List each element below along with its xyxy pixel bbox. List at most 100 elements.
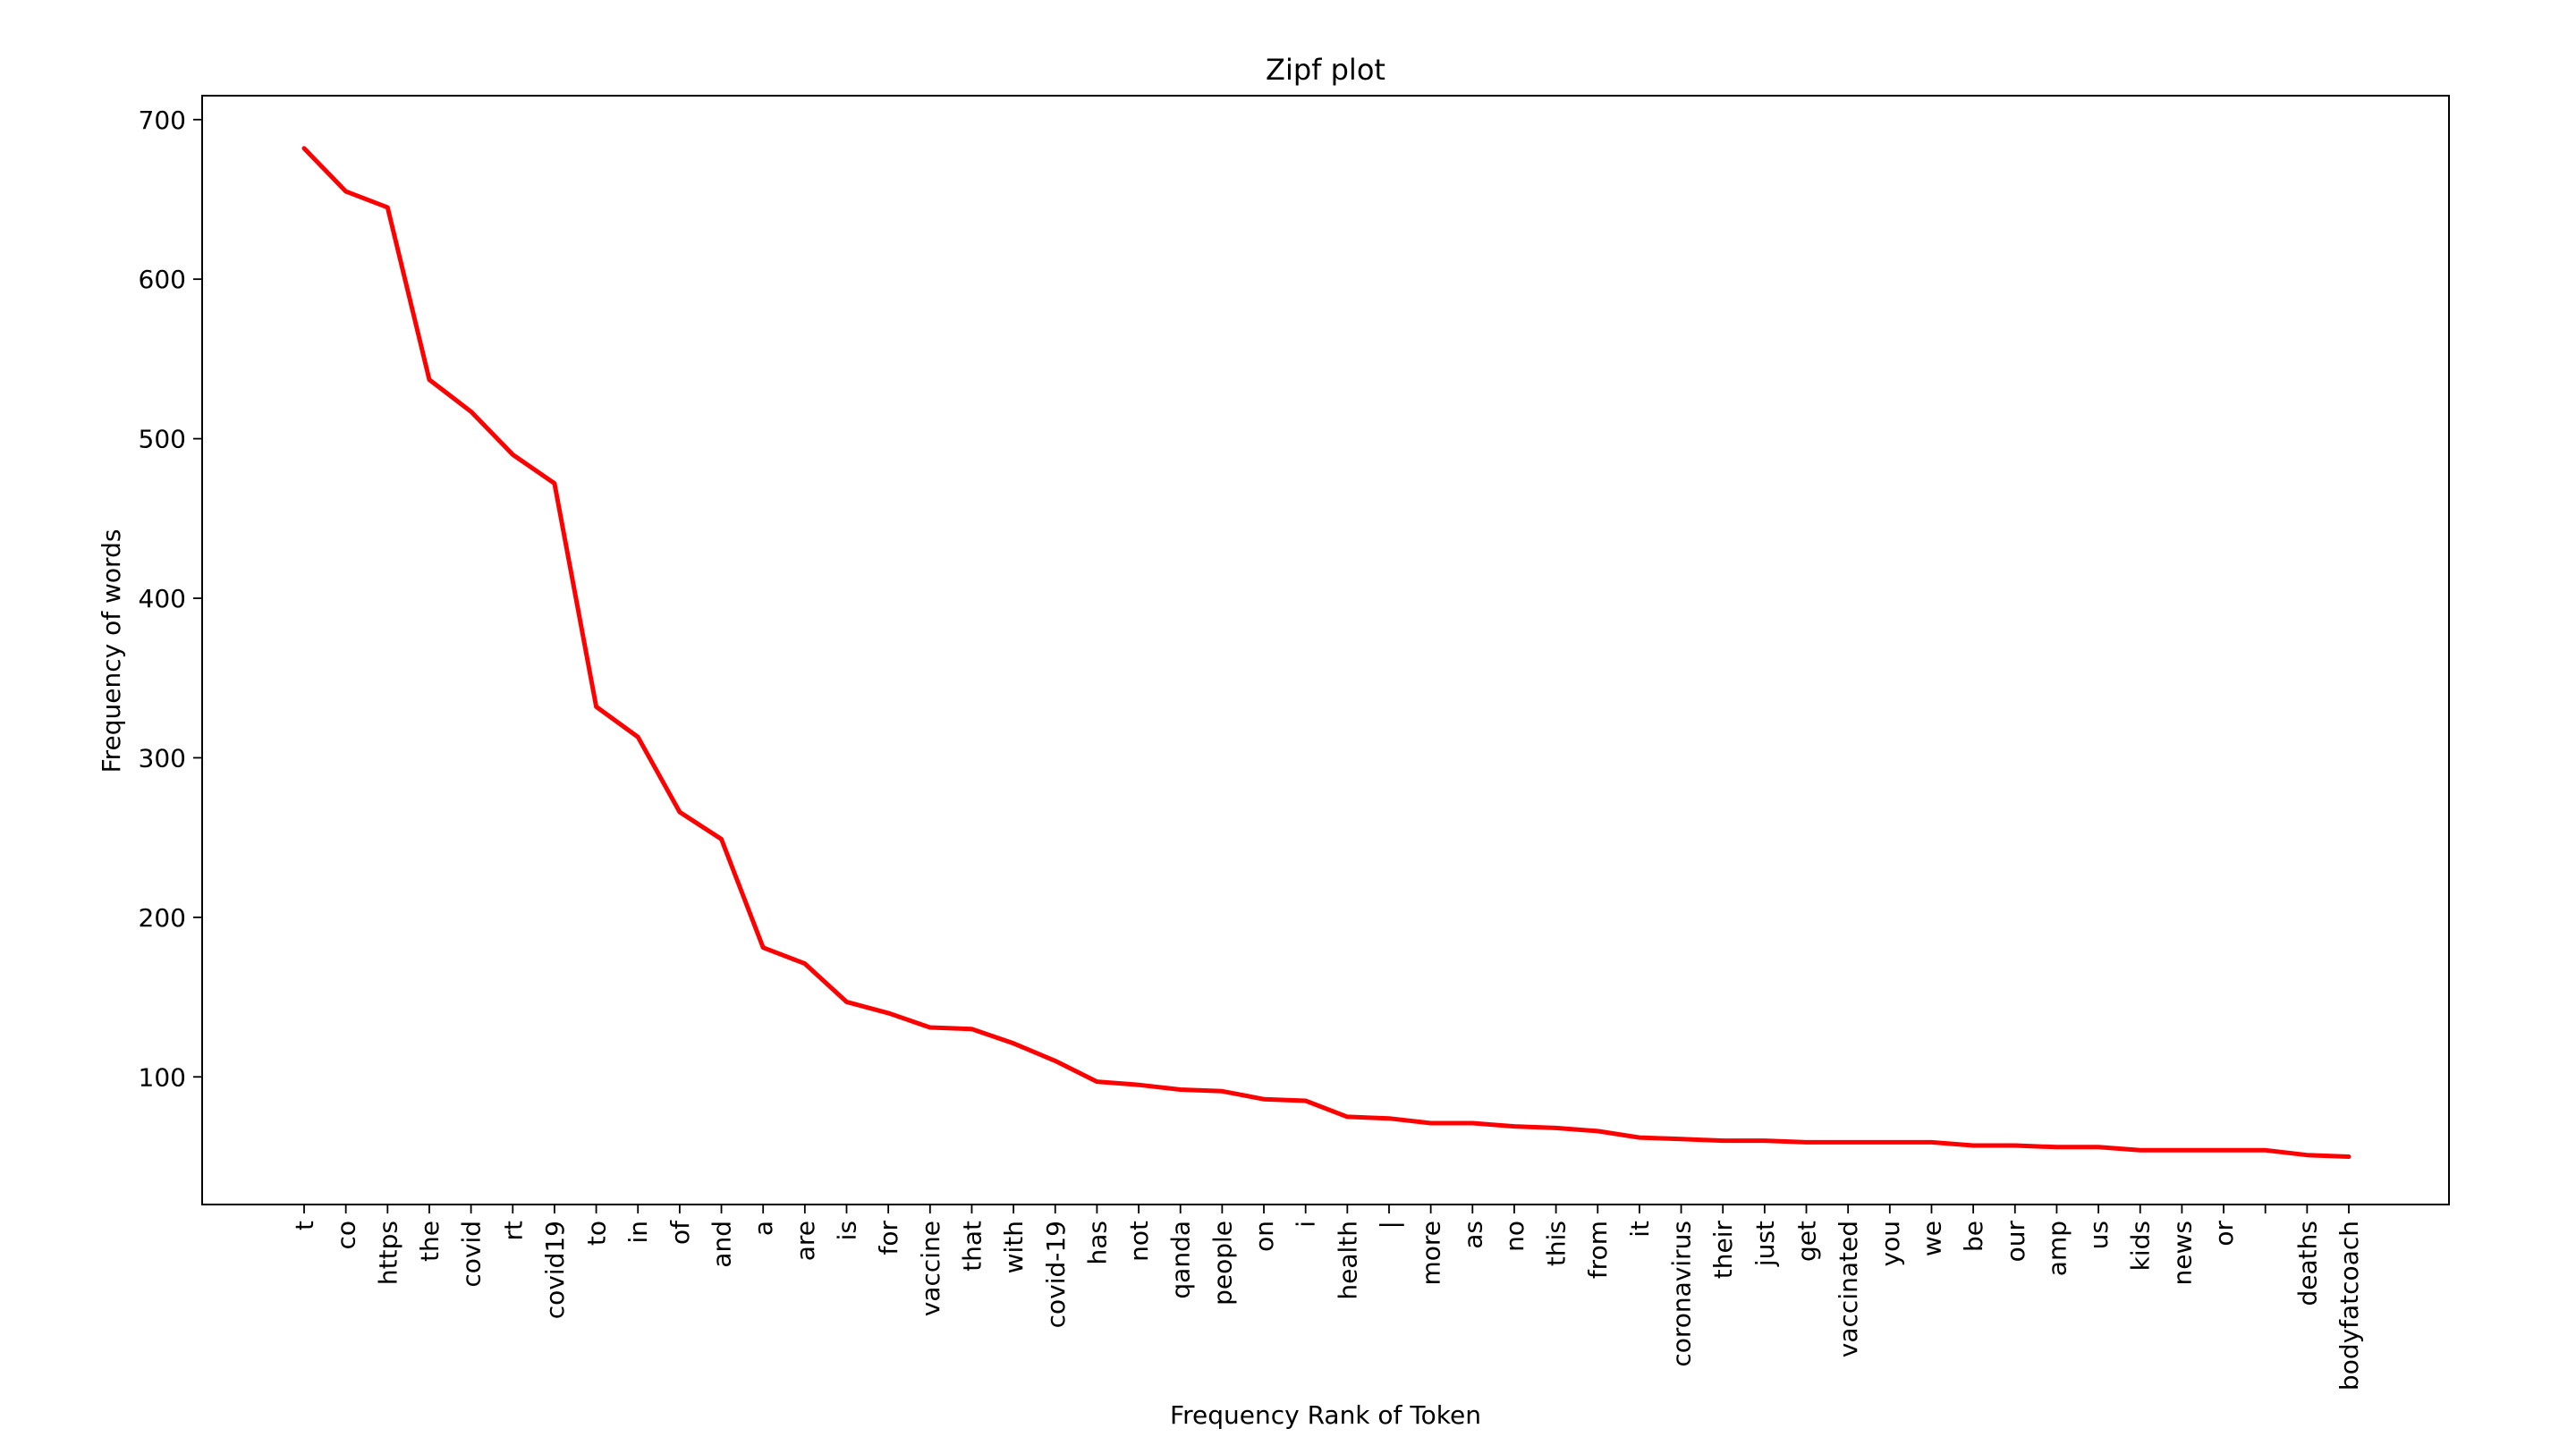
x-tick-label: amp — [2042, 1221, 2072, 1276]
x-tick-label: | — [1375, 1221, 1404, 1229]
data-point — [677, 809, 682, 815]
x-tick-label: covid — [457, 1221, 487, 1288]
data-point — [1136, 1082, 1141, 1087]
data-point — [635, 734, 640, 740]
data-point — [1428, 1120, 1434, 1126]
x-tick-label: news — [2167, 1221, 2197, 1285]
data-point — [886, 1010, 891, 1016]
x-tick-label: is — [832, 1221, 861, 1240]
x-tick-label: https — [373, 1221, 402, 1285]
x-tick-label: we — [1917, 1221, 1946, 1256]
x-tick-label: get — [1792, 1221, 1822, 1262]
x-tick-label: vaccine — [916, 1221, 945, 1316]
data-point — [2304, 1153, 2309, 1158]
data-point — [1344, 1114, 1350, 1120]
x-tick-label: deaths — [2292, 1221, 2322, 1306]
data-point — [1762, 1138, 1767, 1144]
plot-frame — [201, 95, 2450, 1205]
data-point — [594, 704, 599, 709]
data-point — [719, 836, 724, 841]
data-point — [1053, 1058, 1058, 1063]
data-point — [1845, 1139, 1851, 1145]
data-point — [1470, 1120, 1475, 1126]
x-tick-label: covid-19 — [1041, 1221, 1071, 1328]
x-tick-label: rt — [498, 1221, 528, 1241]
data-point — [1554, 1125, 1559, 1130]
x-tick-label: the — [415, 1221, 445, 1262]
data-point — [1928, 1139, 1934, 1145]
data-point — [1637, 1135, 1642, 1140]
data-point — [1011, 1041, 1016, 1046]
data-point — [2012, 1143, 2018, 1148]
data-point — [427, 377, 432, 383]
data-point — [969, 1027, 974, 1032]
x-tick-label: of — [665, 1220, 695, 1245]
x-tick-label: kids — [2126, 1221, 2156, 1271]
y-tick-label: 300 — [139, 743, 186, 773]
data-point — [1094, 1079, 1099, 1085]
x-tick-label: health — [1333, 1221, 1362, 1300]
x-tick-label: just — [1750, 1221, 1780, 1267]
y-tick-label: 100 — [139, 1062, 186, 1092]
data-point — [510, 452, 515, 457]
data-point — [2138, 1147, 2143, 1153]
x-tick-label: more — [1417, 1221, 1446, 1286]
data-point — [2054, 1145, 2059, 1150]
data-point — [760, 945, 766, 951]
data-point — [2346, 1154, 2351, 1159]
x-tick-label: vaccinated — [1834, 1221, 1863, 1357]
x-tick-label: has — [1082, 1221, 1112, 1265]
data-point — [1804, 1139, 1809, 1145]
x-tick-label: qanda — [1166, 1221, 1196, 1299]
y-tick-label: 500 — [139, 425, 186, 454]
x-axis-label: Frequency Rank of Token — [1170, 1400, 1481, 1430]
data-point — [928, 1025, 933, 1030]
x-tick-label: for — [874, 1221, 903, 1255]
x-tick-label: i — [1292, 1221, 1321, 1228]
data-point — [802, 961, 808, 967]
x-tick-label: as — [1458, 1221, 1487, 1249]
data-point — [385, 205, 390, 210]
data-point — [1219, 1088, 1224, 1094]
data-point — [1595, 1129, 1600, 1134]
data-point — [2263, 1147, 2268, 1153]
data-point — [2179, 1147, 2184, 1153]
x-tick-label: people — [1208, 1221, 1237, 1306]
data-point — [301, 146, 307, 151]
x-tick-label: or — [2209, 1221, 2239, 1247]
y-tick-label: 700 — [139, 106, 186, 135]
data-point — [1303, 1098, 1309, 1103]
x-tick-label: in — [623, 1221, 653, 1244]
x-tick-label: with — [999, 1221, 1029, 1273]
y-tick-label: 400 — [139, 584, 186, 613]
x-tick-label: t — [290, 1221, 319, 1230]
y-tick-label: 200 — [139, 903, 186, 933]
data-point — [1970, 1143, 1976, 1148]
data-point — [2221, 1147, 2226, 1153]
data-point — [1720, 1138, 1725, 1144]
x-tick-label: this — [1542, 1221, 1572, 1266]
x-tick-label: bodyfatcoach — [2334, 1221, 2364, 1391]
x-tick-label: on — [1250, 1221, 1279, 1252]
data-point — [1261, 1096, 1267, 1102]
x-tick-label: not — [1124, 1221, 1154, 1262]
x-tick-label: be — [1959, 1221, 1988, 1252]
data-point — [343, 189, 349, 194]
x-tick-label: and — [708, 1221, 737, 1268]
x-tick-label: our — [2001, 1221, 2030, 1263]
data-point — [843, 999, 849, 1004]
x-tick-label: it — [1625, 1221, 1655, 1238]
x-tick-label: are — [791, 1221, 820, 1261]
x-tick-label: that — [957, 1221, 987, 1272]
x-tick-label: to — [582, 1221, 612, 1246]
data-point — [1679, 1137, 1684, 1142]
x-tick-label: their — [1708, 1221, 1738, 1280]
x-tick-label: us — [2084, 1221, 2114, 1249]
data-point — [1887, 1139, 1893, 1145]
x-tick-label: you — [1876, 1221, 1905, 1266]
y-axis-label: Frequency of words — [97, 529, 126, 773]
y-tick-label: 600 — [139, 265, 186, 294]
